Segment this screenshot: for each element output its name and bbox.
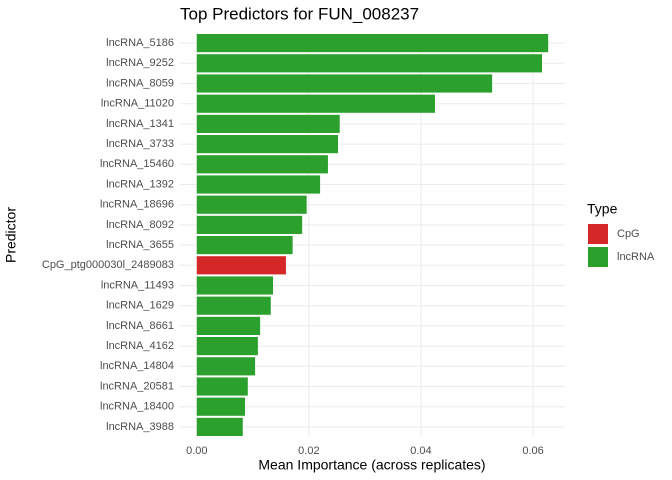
- y-tick-label: lncRNA_8092: [106, 219, 174, 231]
- bar: [196, 377, 248, 396]
- bar: [196, 337, 258, 356]
- y-tick-label: lncRNA_5186: [106, 37, 174, 49]
- y-tick-label: lncRNA_3988: [106, 421, 174, 433]
- y-axis-title: Predictor: [3, 207, 19, 263]
- bar: [196, 155, 328, 174]
- y-tick-label: lncRNA_18400: [100, 401, 174, 413]
- y-tick-label: lncRNA_8661: [106, 320, 174, 332]
- bar: [196, 195, 307, 214]
- bar: [196, 296, 271, 315]
- legend-title: Type: [587, 201, 618, 217]
- legend-label: lncRNA: [617, 251, 655, 263]
- bar: [196, 357, 256, 376]
- bar: [196, 114, 340, 133]
- y-tick-label: lncRNA_9252: [106, 57, 174, 69]
- bar: [196, 236, 293, 255]
- bar: [196, 316, 261, 335]
- y-tick-label: CpG_ptg000030l_2489083: [42, 259, 174, 271]
- x-tick-label: 0.02: [298, 445, 319, 457]
- y-tick-label: lncRNA_1392: [106, 178, 174, 190]
- bar: [196, 417, 243, 436]
- y-tick-label: lncRNA_3733: [106, 138, 174, 150]
- y-tick-label: lncRNA_4162: [106, 340, 174, 352]
- legend-key: [588, 224, 608, 244]
- bar: [196, 34, 549, 53]
- y-tick-label: lncRNA_15460: [100, 158, 174, 170]
- bar: [196, 54, 543, 73]
- y-tick-label: lncRNA_11020: [101, 98, 174, 110]
- legend-label: CpG: [617, 228, 640, 240]
- y-tick-label: lncRNA_1341: [106, 118, 174, 130]
- bar: [196, 256, 286, 275]
- bar: [196, 276, 274, 295]
- chart-title: Top Predictors for FUN_008237: [180, 4, 419, 23]
- y-tick-label: lncRNA_11493: [101, 279, 174, 291]
- y-tick-label: lncRNA_8059: [106, 77, 174, 89]
- x-axis-title: Mean Importance (across replicates): [258, 457, 485, 473]
- y-tick-label: lncRNA_3655: [106, 239, 174, 251]
- legend-key: [588, 247, 608, 267]
- bar: [196, 135, 339, 154]
- x-tick-label: 0.00: [186, 445, 207, 457]
- y-tick-label: lncRNA_1629: [106, 300, 174, 312]
- bar: [196, 215, 303, 234]
- bar: [196, 74, 493, 93]
- x-tick-label: 0.06: [522, 445, 543, 457]
- y-tick-label: lncRNA_20581: [100, 380, 174, 392]
- x-tick-label: 0.04: [410, 445, 431, 457]
- y-tick-label: lncRNA_14804: [100, 360, 174, 372]
- bar: [196, 94, 435, 113]
- bar: [196, 175, 321, 194]
- y-tick-label: lncRNA_18696: [100, 199, 174, 211]
- bar: [196, 397, 246, 416]
